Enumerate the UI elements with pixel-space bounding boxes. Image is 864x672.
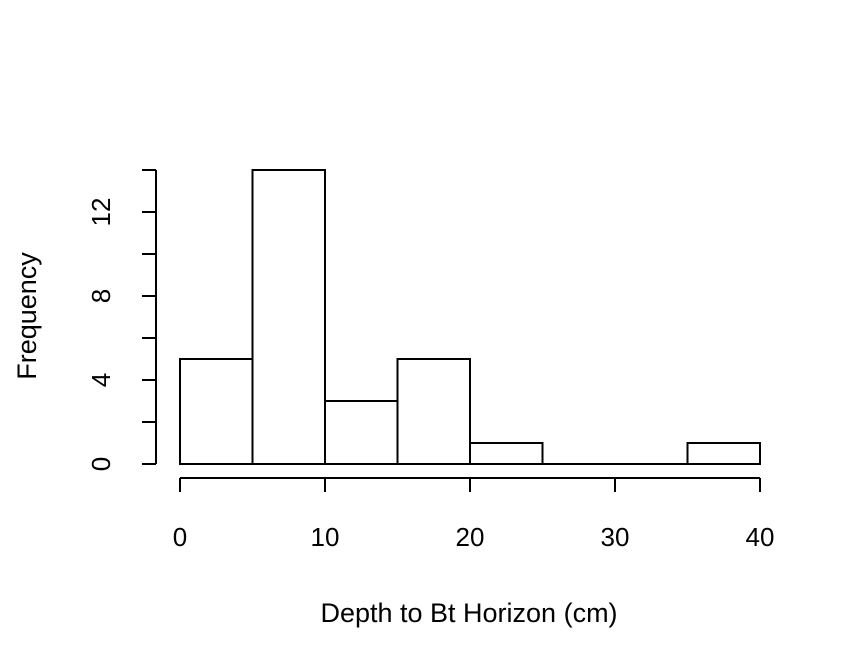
x-tick-label: 40 [746, 522, 775, 552]
histogram-bar [396, 358, 471, 465]
y-tick-label: 12 [86, 198, 116, 227]
y-axis-label: Frequency [12, 252, 42, 380]
x-axis-label: Depth to Bt Horizon (cm) [320, 598, 617, 628]
x-axis: 0 10 20 30 40 [173, 477, 775, 552]
histogram-bar [469, 442, 544, 465]
y-tick-label: 4 [86, 373, 116, 387]
x-tick-label: 10 [311, 522, 340, 552]
histogram-bar [324, 400, 399, 465]
y-tick-label: 0 [86, 457, 116, 471]
histogram-bar [251, 169, 326, 465]
y-tick-label: 8 [86, 289, 116, 303]
y-axis: 0 4 8 12 [86, 169, 157, 471]
x-tick-label: 30 [601, 522, 630, 552]
bars-group [179, 169, 761, 465]
x-tick-label: 20 [456, 522, 485, 552]
histogram-bar [179, 358, 254, 465]
x-tick-label: 0 [173, 522, 187, 552]
histogram-bar [686, 442, 761, 465]
